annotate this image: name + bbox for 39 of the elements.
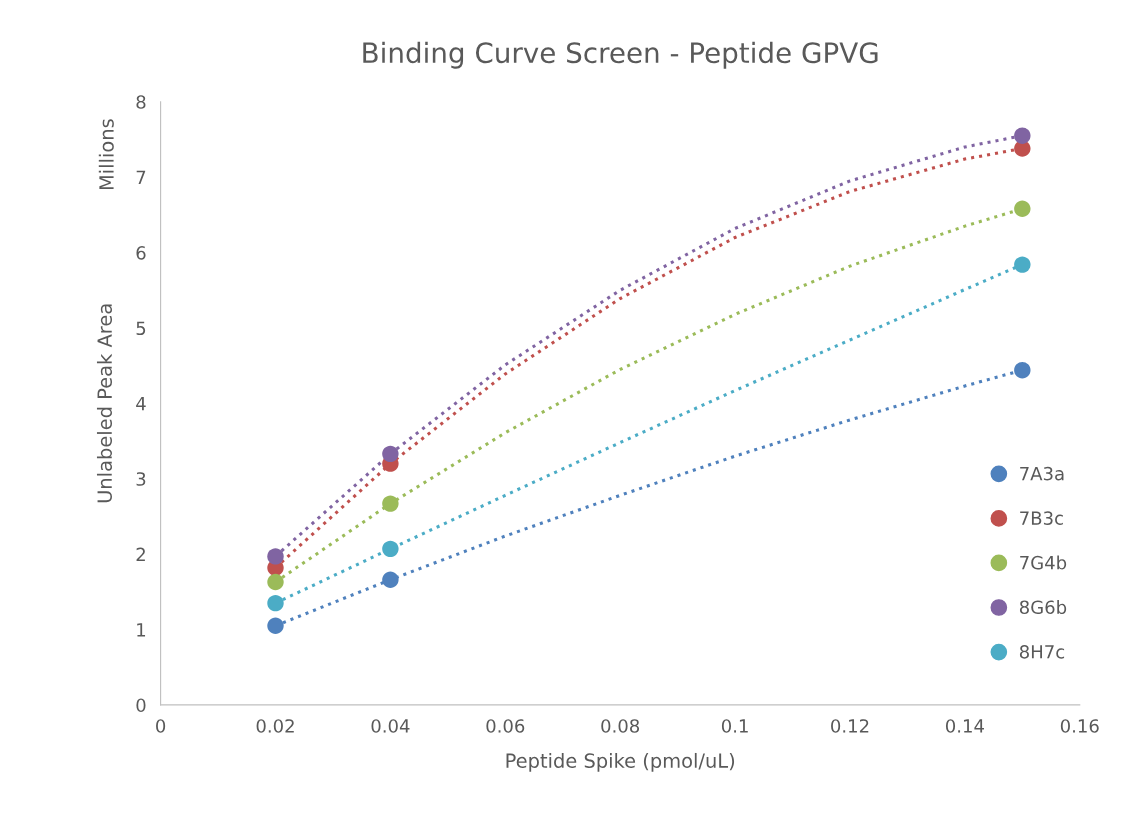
point: [267, 594, 284, 612]
legend-label: 8G6b: [1019, 600, 1067, 615]
x-tick-label: 0.16: [1060, 719, 1099, 733]
text: Millions: [98, 119, 114, 190]
point: [382, 445, 399, 463]
x-tick-label: 0.02: [256, 719, 294, 733]
y-tick-label: 2: [136, 547, 145, 561]
x-tick-label: 0.14: [945, 719, 984, 733]
legend-label: 7A3a: [1020, 466, 1064, 481]
x-tick-label: 0.1: [721, 719, 748, 733]
legend-label: 7B3c: [1020, 511, 1063, 525]
chart-title: Binding Curve Screen - Peptide GPVG: [363, 41, 878, 69]
point: [267, 573, 284, 591]
point: [1014, 200, 1031, 218]
y-tick-label: 8: [136, 95, 146, 109]
y-tick-label: 3: [136, 472, 146, 486]
point: [267, 548, 284, 565]
legend-label: 7G4b: [1020, 555, 1067, 570]
y-tick-label: 1: [137, 623, 146, 637]
point: [1014, 361, 1031, 379]
x-tick-label: 0.08: [601, 719, 640, 733]
x-tick-label: 0.12: [831, 719, 869, 733]
point: [1014, 127, 1031, 144]
legend-label: 8H7c: [1019, 644, 1065, 659]
y-tick-label: 4: [136, 397, 146, 411]
y-tick-label: 0: [136, 698, 146, 713]
y-tick-label: 7: [136, 170, 146, 185]
y-tick-label: 5: [136, 321, 146, 336]
point: [382, 495, 399, 512]
x-tick-label: 0: [156, 719, 166, 733]
x-tick-label: 0.04: [371, 719, 410, 733]
point: [382, 571, 399, 588]
y-tick-label: 6: [136, 246, 146, 260]
point: [382, 540, 399, 558]
y-axis-title: Unlabeled Peak Area: [96, 304, 113, 503]
point: [267, 617, 284, 634]
x-tick-label: 0.06: [486, 719, 525, 733]
point: [1014, 256, 1031, 273]
x-axis-title: Peptide Spike (pmol/uL): [506, 752, 735, 772]
